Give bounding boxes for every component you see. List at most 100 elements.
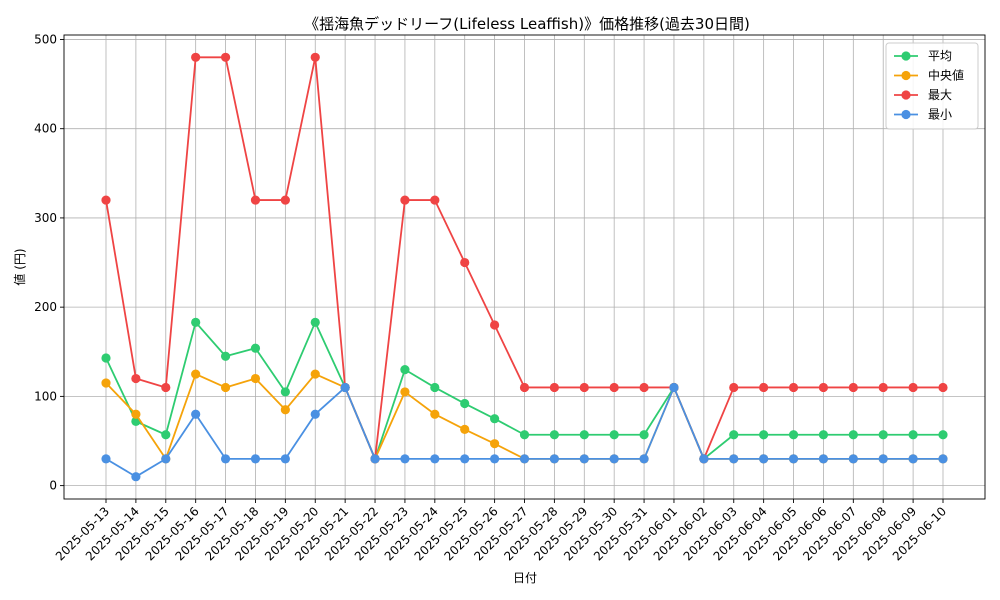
data-point bbox=[519, 430, 530, 440]
data-point bbox=[310, 409, 320, 419]
data-point bbox=[131, 472, 141, 482]
data-point bbox=[938, 382, 948, 393]
data-point bbox=[848, 382, 858, 393]
data-point bbox=[818, 430, 829, 440]
data-point bbox=[699, 454, 709, 464]
y-tick-label: 200 bbox=[34, 300, 57, 314]
legend-label: 中央値 bbox=[928, 68, 964, 83]
data-point bbox=[878, 382, 888, 393]
data-point bbox=[729, 382, 739, 393]
data-point bbox=[101, 454, 111, 464]
data-point bbox=[310, 317, 320, 327]
legend-marker bbox=[901, 70, 911, 81]
data-point bbox=[519, 454, 530, 464]
series-0 bbox=[101, 317, 948, 464]
data-point bbox=[878, 454, 888, 464]
data-point bbox=[400, 365, 410, 375]
legend-marker bbox=[901, 51, 911, 61]
data-point bbox=[280, 454, 290, 464]
data-point bbox=[490, 320, 500, 330]
data-point bbox=[848, 430, 858, 440]
data-point bbox=[788, 430, 799, 440]
data-point bbox=[788, 454, 799, 464]
data-point bbox=[430, 409, 440, 419]
y-axis: 0 100 200 300 400 500 bbox=[34, 32, 64, 493]
legend-label: 最小 bbox=[928, 108, 952, 122]
data-point bbox=[519, 382, 530, 393]
legend-label: 平均 bbox=[928, 49, 952, 63]
data-point bbox=[759, 430, 769, 440]
data-point bbox=[639, 382, 649, 393]
data-point bbox=[818, 382, 829, 393]
data-point bbox=[400, 195, 410, 205]
data-point bbox=[788, 382, 799, 393]
x-axis: 2025-05-132025-05-142025-05-152025-05-16… bbox=[53, 499, 949, 563]
data-point bbox=[250, 454, 261, 464]
data-point bbox=[729, 430, 739, 440]
data-point bbox=[460, 424, 470, 434]
data-point bbox=[759, 454, 769, 464]
data-point bbox=[250, 373, 261, 384]
data-point bbox=[460, 398, 470, 409]
data-point bbox=[400, 387, 410, 397]
data-point bbox=[101, 195, 111, 205]
data-point bbox=[280, 405, 290, 415]
data-point bbox=[220, 351, 231, 361]
data-point bbox=[220, 454, 231, 464]
data-point bbox=[818, 454, 829, 464]
data-point bbox=[759, 382, 769, 393]
data-point bbox=[609, 430, 619, 440]
legend-marker bbox=[901, 90, 911, 100]
data-point bbox=[280, 195, 290, 205]
data-point bbox=[340, 382, 350, 393]
data-point bbox=[191, 409, 201, 419]
data-point bbox=[430, 195, 440, 205]
y-tick-label: 500 bbox=[34, 32, 57, 46]
data-point bbox=[400, 454, 410, 464]
data-point bbox=[101, 378, 111, 388]
chart-title: 《揺海魚デッドリーフ(Lifeless Leaffish)》価格推移(過去30日… bbox=[304, 15, 750, 33]
data-point bbox=[490, 439, 500, 449]
data-point bbox=[220, 52, 231, 62]
data-point bbox=[878, 430, 888, 440]
grid-lines bbox=[64, 35, 985, 499]
data-point bbox=[250, 343, 261, 353]
data-point bbox=[191, 52, 201, 62]
y-tick-label: 100 bbox=[34, 389, 57, 403]
y-tick-label: 400 bbox=[34, 122, 57, 136]
data-point bbox=[579, 430, 589, 440]
y-tick-label: 300 bbox=[34, 211, 57, 225]
data-point bbox=[549, 430, 559, 440]
data-point bbox=[191, 369, 201, 379]
data-point bbox=[848, 454, 858, 464]
data-point bbox=[161, 430, 171, 440]
data-point bbox=[579, 382, 589, 393]
data-point bbox=[639, 454, 649, 464]
data-point bbox=[938, 430, 948, 440]
data-point bbox=[938, 454, 948, 464]
data-point bbox=[609, 454, 619, 464]
data-point bbox=[639, 430, 649, 440]
legend-marker bbox=[901, 109, 911, 120]
data-point bbox=[310, 369, 320, 379]
series-3 bbox=[101, 382, 948, 482]
data-point bbox=[430, 382, 440, 393]
y-axis-label: 値 (円) bbox=[12, 248, 27, 285]
data-point bbox=[729, 454, 739, 464]
data-point bbox=[609, 382, 619, 393]
data-point bbox=[101, 353, 111, 363]
data-point bbox=[549, 454, 559, 464]
data-point bbox=[460, 257, 470, 268]
data-point bbox=[250, 195, 261, 205]
data-point bbox=[669, 382, 679, 393]
data-point bbox=[908, 430, 918, 440]
legend-frame bbox=[885, 42, 979, 130]
data-point bbox=[131, 409, 141, 419]
data-point bbox=[191, 317, 201, 327]
data-point bbox=[370, 454, 380, 464]
data-point bbox=[430, 454, 440, 464]
data-point bbox=[460, 454, 470, 464]
legend-label: 最大 bbox=[928, 88, 952, 102]
data-point bbox=[220, 382, 231, 393]
